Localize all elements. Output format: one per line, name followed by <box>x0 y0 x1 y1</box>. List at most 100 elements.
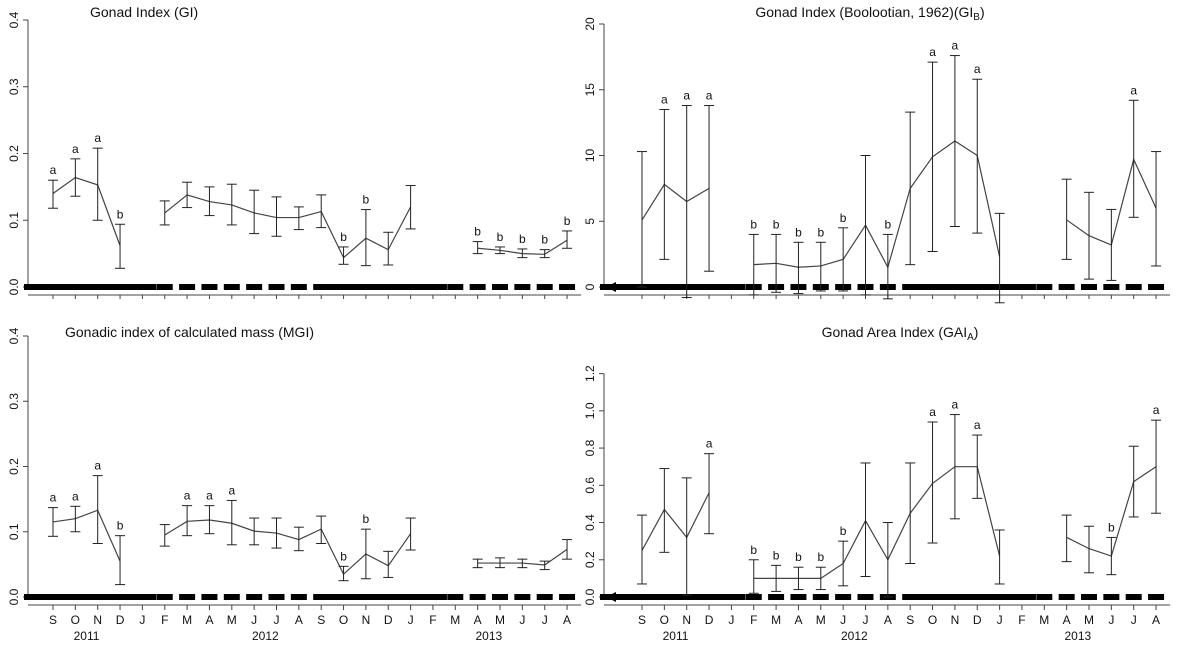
x-tick-label: A <box>563 613 571 627</box>
x-tick-label: S <box>906 613 914 627</box>
significance-label: a <box>184 489 191 503</box>
significance-label: a <box>50 163 57 177</box>
series-line <box>164 194 412 259</box>
x-tick-label: N <box>682 613 691 627</box>
significance-label: a <box>72 489 79 503</box>
x-tick-label: M <box>227 613 237 627</box>
chart-title: Gonadic index of calculated mass (MGI) <box>65 324 314 340</box>
x-tick-label: O <box>660 613 669 627</box>
chart-title: Gonad Index (GI) <box>90 4 198 20</box>
significance-label: b <box>817 225 824 239</box>
x-year-label: 2011 <box>663 629 689 643</box>
y-tick-label: 0.2 <box>583 551 597 568</box>
y-tick-label: 0.1 <box>7 212 21 229</box>
significance-label: a <box>1153 403 1160 417</box>
x-tick-label: S <box>317 613 325 627</box>
significance-label: a <box>929 405 936 419</box>
y-tick-label: 1.2 <box>583 365 597 382</box>
significance-label: b <box>363 512 370 526</box>
x-tick-label: M <box>182 613 192 627</box>
significance-label: a <box>72 142 79 156</box>
y-tick-label: 0.0 <box>7 588 21 605</box>
x-tick-label: J <box>408 613 414 627</box>
significance-label: b <box>340 230 347 244</box>
baseline-arrow <box>606 282 616 292</box>
y-tick-label: 0.6 <box>583 477 597 494</box>
x-tick-label: N <box>93 613 102 627</box>
y-tick-label: 10 <box>583 149 597 163</box>
significance-label: a <box>50 491 57 505</box>
significance-label: a <box>952 39 959 53</box>
x-year-label: 2012 <box>252 629 279 643</box>
y-tick-label: 5 <box>583 218 597 225</box>
significance-label: b <box>497 230 504 244</box>
significance-label: b <box>117 519 124 533</box>
y-tick-label: 0.0 <box>583 588 597 605</box>
significance-label: b <box>840 524 847 538</box>
y-tick-label: 15 <box>583 83 597 97</box>
chart-title: Gonad Index (Boolootian, 1962)(GIB) <box>755 4 984 23</box>
significance-label: b <box>750 543 757 557</box>
significance-label: b <box>340 549 347 563</box>
x-tick-label: A <box>1152 613 1160 627</box>
x-year-label: 2013 <box>1064 629 1091 643</box>
significance-label: a <box>706 89 713 103</box>
x-year-label: 2013 <box>475 629 502 643</box>
x-tick-label: S <box>49 613 57 627</box>
x-tick-label: J <box>251 613 257 627</box>
x-tick-label: A <box>884 613 892 627</box>
x-tick-label: M <box>816 613 826 627</box>
significance-label: a <box>661 92 668 106</box>
significance-label: a <box>94 131 101 145</box>
x-tick-label: A <box>1063 613 1071 627</box>
series-line <box>641 492 710 551</box>
x-tick-label: J <box>728 613 734 627</box>
x-tick-label: J <box>997 613 1003 627</box>
significance-label: a <box>952 398 959 412</box>
series-line <box>52 176 121 246</box>
x-tick-label: J <box>542 613 548 627</box>
x-tick-label: F <box>429 613 436 627</box>
significance-label: a <box>974 418 981 432</box>
x-tick-label: F <box>750 613 757 627</box>
y-tick-label: 1.0 <box>583 402 597 419</box>
x-tick-label: J <box>1108 613 1114 627</box>
y-tick-label: 0.3 <box>7 393 21 410</box>
baseline-arrow <box>606 592 616 602</box>
significance-label: b <box>519 232 526 246</box>
x-tick-label: F <box>1018 613 1025 627</box>
x-year-label: 2011 <box>74 629 100 643</box>
significance-label: b <box>363 193 370 207</box>
x-tick-label: M <box>495 613 505 627</box>
series-line <box>753 466 1001 579</box>
x-tick-label: M <box>771 613 781 627</box>
significance-label: a <box>206 489 213 503</box>
x-tick-label: J <box>519 613 525 627</box>
significance-label: b <box>1108 520 1115 534</box>
significance-label: b <box>795 225 802 239</box>
x-tick-label: O <box>71 613 80 627</box>
y-tick-label: 0.1 <box>7 523 21 540</box>
significance-label: a <box>683 89 690 103</box>
x-year-label: 2012 <box>841 629 868 643</box>
series-line <box>641 183 710 221</box>
significance-label: b <box>773 217 780 231</box>
x-tick-label: O <box>928 613 937 627</box>
series-line <box>164 519 412 576</box>
x-tick-label: D <box>973 613 982 627</box>
series-line <box>753 140 1001 269</box>
x-tick-label: J <box>139 613 145 627</box>
x-tick-label: D <box>705 613 714 627</box>
significance-label: b <box>840 211 847 225</box>
y-tick-label: 0.4 <box>7 327 21 344</box>
y-tick-label: 0.8 <box>583 439 597 456</box>
significance-label: a <box>228 483 235 497</box>
x-tick-label: J <box>863 613 869 627</box>
y-tick-label: 20 <box>583 17 597 31</box>
x-tick-label: M <box>450 613 460 627</box>
significance-label: b <box>773 548 780 562</box>
significance-label: b <box>885 217 892 231</box>
significance-label: b <box>817 550 824 564</box>
significance-label: a <box>974 62 981 76</box>
